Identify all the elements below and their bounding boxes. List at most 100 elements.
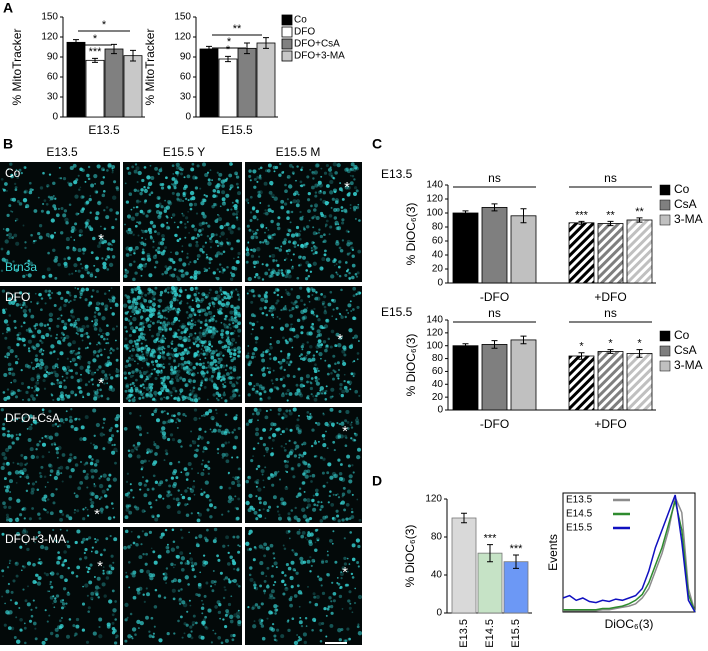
- cell: [104, 348, 106, 350]
- cell: [152, 246, 154, 248]
- cell: [288, 530, 291, 533]
- bar: [453, 346, 478, 410]
- cell: [309, 301, 311, 303]
- cell: [154, 167, 158, 171]
- cell: [333, 592, 337, 596]
- cell: [84, 556, 87, 559]
- cell: [282, 171, 284, 173]
- cell: [171, 347, 173, 349]
- cell: [174, 268, 177, 271]
- cell: [252, 455, 254, 457]
- cell: [202, 459, 204, 461]
- x-tick-label: -DFO: [480, 417, 509, 431]
- cell: [156, 333, 160, 337]
- cell: [15, 616, 17, 618]
- cell: [247, 251, 249, 253]
- cell: [259, 501, 262, 504]
- cell: [212, 319, 214, 321]
- cell: [238, 296, 240, 298]
- cell: [137, 296, 141, 300]
- cell: [67, 567, 69, 569]
- cell: [5, 610, 9, 614]
- cell: [263, 508, 265, 510]
- cell: [230, 332, 232, 334]
- cell: [299, 238, 302, 241]
- cell: [349, 607, 352, 610]
- cell: [340, 289, 343, 292]
- cell: [174, 234, 177, 237]
- cell: [199, 363, 202, 366]
- cell: [205, 349, 208, 352]
- cell: [232, 561, 236, 565]
- cell: [235, 507, 237, 509]
- cell: [159, 480, 163, 484]
- cell: [78, 270, 81, 273]
- cell: [268, 367, 271, 370]
- cell: [90, 461, 93, 464]
- cell: [281, 571, 284, 574]
- cell: [90, 469, 94, 473]
- cell: [187, 221, 189, 223]
- cell: [324, 422, 328, 426]
- cell: [216, 295, 220, 299]
- cell: [294, 641, 298, 645]
- bracket-label: ns: [604, 306, 617, 320]
- cell: [274, 612, 277, 615]
- cell: [15, 562, 17, 564]
- cell: [311, 499, 314, 502]
- cell: [161, 328, 163, 330]
- cell: [204, 346, 207, 349]
- cell: [63, 587, 66, 590]
- cell: [142, 353, 144, 355]
- cell: [154, 266, 156, 268]
- cell: [15, 602, 18, 605]
- cell: [322, 303, 325, 306]
- cell: [324, 306, 327, 309]
- cell: [53, 606, 55, 608]
- cell: [218, 173, 222, 177]
- cell: [14, 183, 16, 185]
- cell: [37, 330, 41, 334]
- cell: [71, 425, 74, 428]
- cell: [289, 361, 292, 364]
- cell: [140, 332, 144, 336]
- cell: [231, 338, 235, 342]
- cell: [77, 318, 80, 321]
- cell: [236, 305, 240, 309]
- cell: [285, 464, 289, 468]
- cell: [333, 208, 337, 212]
- cell: [8, 497, 12, 501]
- cell: [165, 582, 167, 584]
- cell: [339, 247, 342, 250]
- cell: [167, 345, 170, 348]
- cell: [180, 172, 183, 175]
- cell: [138, 555, 142, 559]
- cell: [225, 315, 228, 318]
- cell: [238, 610, 240, 612]
- cell: [94, 463, 98, 467]
- cell: [337, 273, 339, 275]
- cell: [297, 531, 301, 535]
- cell: [271, 210, 274, 213]
- cell: [295, 424, 299, 428]
- cell: [269, 353, 272, 356]
- cell: [181, 251, 183, 253]
- cell: [63, 177, 66, 180]
- cell: [167, 438, 170, 441]
- cell: [328, 168, 332, 172]
- cell: [177, 412, 181, 416]
- cell: [247, 548, 250, 551]
- cell: [87, 515, 89, 517]
- cell: [255, 517, 258, 520]
- cell: [299, 287, 302, 290]
- cell: [287, 389, 290, 392]
- cell: [333, 258, 335, 260]
- cell: [146, 570, 150, 574]
- cell: [9, 562, 11, 564]
- cell: [135, 302, 139, 306]
- cell: [139, 192, 142, 195]
- cell: [179, 551, 183, 555]
- cell: [306, 175, 309, 178]
- cell: [282, 359, 286, 363]
- cell: [276, 387, 279, 390]
